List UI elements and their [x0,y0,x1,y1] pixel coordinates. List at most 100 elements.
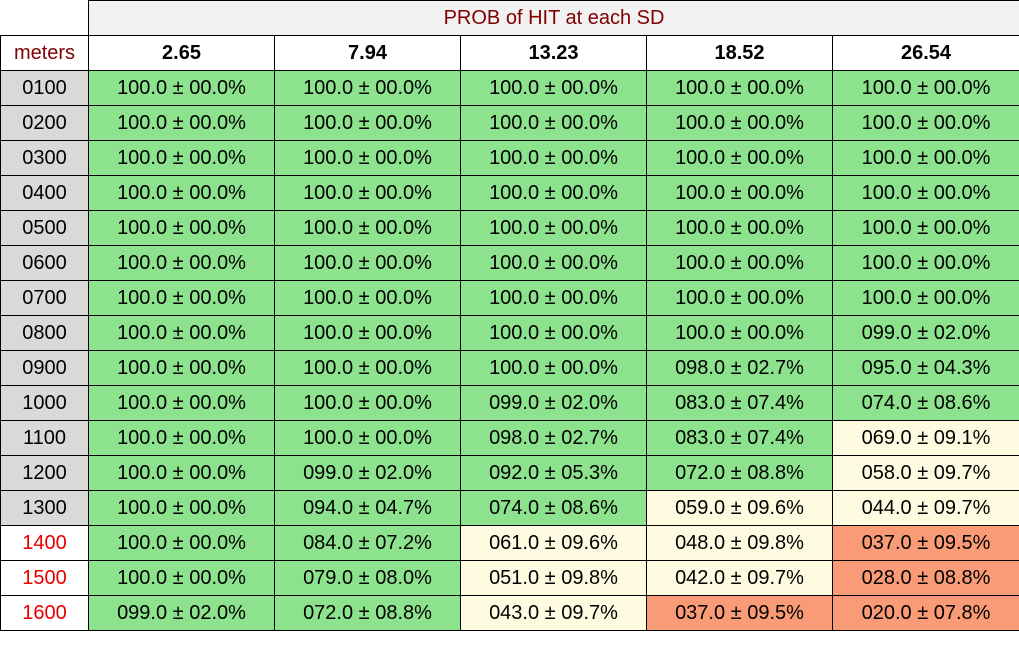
probability-cell: 100.0 ± 00.0% [88,210,275,246]
range-cell: 1400 [0,525,89,561]
sd-header-cell: 26.54 [831,35,1019,71]
range-cell: 0600 [0,245,89,281]
probability-cell: 100.0 ± 00.0% [88,420,275,456]
probability-cell: 100.0 ± 00.0% [274,175,461,211]
probability-cell: 100.0 ± 00.0% [274,420,461,456]
probability-cell: 100.0 ± 00.0% [831,210,1019,246]
range-cell: 1000 [0,385,89,421]
table-body: 0100 100.0 ± 00.0% 100.0 ± 00.0% 100.0 ± 00… [0,70,1019,631]
probability-cell: 092.0 ± 05.3% [460,455,647,491]
probability-cell: 099.0 ± 02.0% [460,385,647,421]
probability-cell: 083.0 ± 07.4% [646,385,833,421]
table-row: 1200 100.0 ± 00.0% 099.0 ± 02.0% 092.0 ± 05… [0,455,1019,491]
probability-cell: 048.0 ± 09.8% [646,525,833,561]
probability-cell: 100.0 ± 00.0% [460,210,647,246]
range-cell: 0800 [0,315,89,351]
probability-cell: 100.0 ± 00.0% [274,280,461,316]
probability-cell: 100.0 ± 00.0% [274,385,461,421]
table-row: 0800 100.0 ± 00.0% 100.0 ± 00.0% 100.0 ± 00… [0,315,1019,351]
probability-cell: 051.0 ± 09.8% [460,560,647,596]
range-cell: 0900 [0,350,89,386]
probability-cell: 072.0 ± 08.8% [274,595,461,631]
probability-cell: 100.0 ± 00.0% [274,210,461,246]
probability-cell: 100.0 ± 00.0% [646,210,833,246]
probability-cell: 100.0 ± 00.0% [88,140,275,176]
probability-cell: 099.0 ± 02.0% [88,595,275,631]
probability-cell: 100.0 ± 00.0% [274,350,461,386]
probability-cell: 100.0 ± 00.0% [646,315,833,351]
probability-cell: 020.0 ± 07.8% [831,595,1019,631]
probability-cell: 100.0 ± 00.0% [274,105,461,141]
probability-cell: 100.0 ± 00.0% [460,315,647,351]
probability-table: PROB of HIT at each SD meters 2.65 7.94 … [0,0,1019,631]
table-row: 0400 100.0 ± 00.0% 100.0 ± 00.0% 100.0 ± 00… [0,175,1019,211]
probability-cell: 100.0 ± 00.0% [831,105,1019,141]
probability-cell: 100.0 ± 00.0% [88,525,275,561]
probability-cell: 100.0 ± 00.0% [88,490,275,526]
range-cell: 0500 [0,210,89,246]
range-cell: 1200 [0,455,89,491]
probability-cell: 074.0 ± 08.6% [460,490,647,526]
range-cell: 1600 [0,595,89,631]
probability-cell: 100.0 ± 00.0% [88,455,275,491]
table-row: 1600 099.0 ± 02.0% 072.0 ± 08.8% 043.0 ± 09… [0,595,1019,631]
probability-cell: 100.0 ± 00.0% [831,175,1019,211]
sd-header-cell: 2.65 [88,35,275,71]
probability-cell: 100.0 ± 00.0% [88,175,275,211]
probability-cell: 037.0 ± 09.5% [831,525,1019,561]
probability-cell: 037.0 ± 09.5% [646,595,833,631]
probability-cell: 100.0 ± 00.0% [460,70,647,106]
table-row: 1300 100.0 ± 00.0% 094.0 ± 04.7% 074.0 ± 08… [0,490,1019,526]
table-row: 0700 100.0 ± 00.0% 100.0 ± 00.0% 100.0 ± 00… [0,280,1019,316]
probability-cell: 100.0 ± 00.0% [460,280,647,316]
probability-cell: 100.0 ± 00.0% [831,245,1019,281]
probability-cell: 098.0 ± 02.7% [460,420,647,456]
probability-cell: 100.0 ± 00.0% [460,350,647,386]
title-row: PROB of HIT at each SD [0,0,1019,36]
probability-cell: 084.0 ± 07.2% [274,525,461,561]
probability-cell: 100.0 ± 00.0% [646,70,833,106]
probability-cell: 100.0 ± 00.0% [460,175,647,211]
blank-corner-cell [0,0,89,36]
probability-cell: 099.0 ± 02.0% [831,315,1019,351]
probability-cell: 074.0 ± 08.6% [831,385,1019,421]
probability-cell: 100.0 ± 00.0% [460,140,647,176]
probability-cell: 100.0 ± 00.0% [646,175,833,211]
probability-cell: 100.0 ± 00.0% [88,315,275,351]
probability-cell: 100.0 ± 00.0% [88,70,275,106]
probability-cell: 100.0 ± 00.0% [88,280,275,316]
probability-cell: 100.0 ± 00.0% [274,245,461,281]
probability-cell: 100.0 ± 00.0% [88,385,275,421]
probability-cell: 100.0 ± 00.0% [831,140,1019,176]
probability-cell: 094.0 ± 04.7% [274,490,461,526]
probability-cell: 100.0 ± 00.0% [274,315,461,351]
probability-cell: 100.0 ± 00.0% [274,70,461,106]
probability-cell: 061.0 ± 09.6% [460,525,647,561]
table-row: 1000 100.0 ± 00.0% 100.0 ± 00.0% 099.0 ± 02… [0,385,1019,421]
probability-cell: 079.0 ± 08.0% [274,560,461,596]
range-cell: 1300 [0,490,89,526]
meters-header: meters [0,35,89,71]
probability-cell: 100.0 ± 00.0% [646,245,833,281]
sd-header-row: meters 2.65 7.94 13.23 18.52 26.54 [0,35,1019,71]
probability-cell: 100.0 ± 00.0% [274,140,461,176]
probability-cell: 100.0 ± 00.0% [88,245,275,281]
probability-cell: 100.0 ± 00.0% [460,245,647,281]
range-cell: 0200 [0,105,89,141]
probability-cell: 069.0 ± 09.1% [831,420,1019,456]
probability-cell: 100.0 ± 00.0% [646,280,833,316]
table-row: 1500 100.0 ± 00.0% 079.0 ± 08.0% 051.0 ± 09… [0,560,1019,596]
table-row: 0600 100.0 ± 00.0% 100.0 ± 00.0% 100.0 ± 00… [0,245,1019,281]
range-cell: 1100 [0,420,89,456]
probability-cell: 083.0 ± 07.4% [646,420,833,456]
probability-cell: 100.0 ± 00.0% [88,560,275,596]
sd-header-cell: 7.94 [274,35,461,71]
table-row: 0500 100.0 ± 00.0% 100.0 ± 00.0% 100.0 ± 00… [0,210,1019,246]
range-cell: 1500 [0,560,89,596]
table-row: 1100 100.0 ± 00.0% 100.0 ± 00.0% 098.0 ± 02… [0,420,1019,456]
probability-cell: 044.0 ± 09.7% [831,490,1019,526]
table-row: 0100 100.0 ± 00.0% 100.0 ± 00.0% 100.0 ± 00… [0,70,1019,106]
probability-cell: 100.0 ± 00.0% [88,350,275,386]
probability-cell: 095.0 ± 04.3% [831,350,1019,386]
probability-cell: 072.0 ± 08.8% [646,455,833,491]
